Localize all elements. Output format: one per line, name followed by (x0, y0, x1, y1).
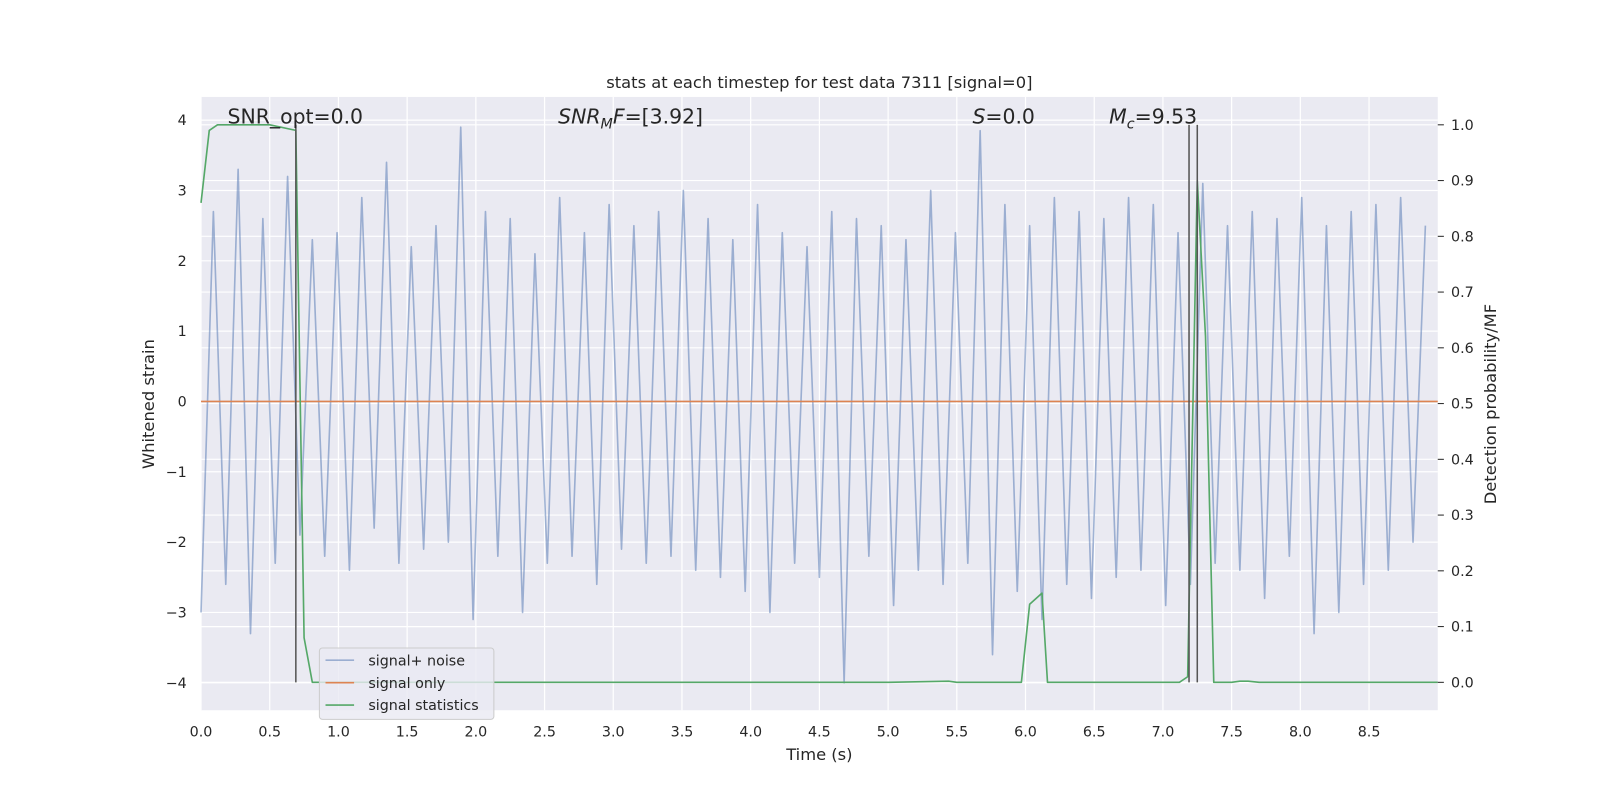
y-tick-label: 4 (178, 113, 187, 129)
x-tick-label: 7.5 (1220, 725, 1243, 741)
legend-box (318, 647, 495, 720)
annotation-part: S (972, 104, 985, 128)
y-tick-label: −4 (166, 676, 187, 692)
y2-tick-label: 1.0 (1451, 118, 1474, 134)
x-tick-label: 6.0 (1014, 725, 1037, 741)
x-tick-label: 0.0 (190, 725, 213, 741)
annotation-part: =0.0 (985, 104, 1035, 128)
series-line (200, 126, 1427, 684)
y-tick-label: −1 (166, 465, 187, 481)
y-tick-label: 0 (178, 395, 187, 411)
annotation-part: SNR (558, 104, 600, 128)
x-tick-label: 1.0 (327, 725, 350, 741)
x-tick-label: 5.0 (877, 725, 900, 741)
annotation: S=0.0 (972, 104, 1034, 128)
series-line (200, 124, 1438, 684)
annotation-part: F (613, 104, 625, 128)
x-tick-label: 3.5 (671, 725, 694, 741)
x-tick-label: 2.5 (533, 725, 556, 741)
y-tick-label: 3 (178, 184, 187, 200)
x-tick-label: 8.0 (1289, 725, 1312, 741)
annotation-part: SNR_opt=0.0 (228, 104, 364, 129)
y2-tick-label: 0.4 (1451, 452, 1474, 468)
y2-tick-label: 0.7 (1451, 285, 1474, 301)
x-tick-label: 0.5 (258, 725, 281, 741)
y2-tick-label: 0.3 (1451, 508, 1474, 524)
y2-tick-label: 0.8 (1451, 229, 1474, 245)
x-tick-label: 7.0 (1152, 725, 1175, 741)
y-tick-label: −2 (166, 535, 187, 551)
annotation-part: M (601, 117, 613, 133)
legend-label: signal only (368, 676, 445, 692)
x-tick-label: 3.0 (602, 725, 625, 741)
y2-tick-label: 0.6 (1451, 341, 1474, 357)
annotation-part: =[3.92] (625, 104, 703, 128)
y-tick-label: 1 (178, 324, 187, 340)
y2-tick-label: 0.2 (1451, 564, 1474, 580)
y2-tick-label: 0.9 (1451, 174, 1474, 190)
y2-tick-label: 0.5 (1451, 397, 1474, 413)
x-axis-label: Time (s) (785, 745, 852, 764)
legend-label: signal+ noise (368, 653, 465, 669)
x-tick-label: 4.0 (739, 725, 762, 741)
y2-axis-label: Detection probability/MF (1481, 304, 1500, 504)
x-tick-label: 4.5 (808, 725, 831, 741)
annotation-part: =9.53 (1135, 104, 1198, 128)
chart-title: stats at each timestep for test data 731… (606, 73, 1032, 92)
y2-tick-label: 0.1 (1451, 620, 1474, 636)
annotation-part: M (1109, 104, 1127, 128)
annotation-part: c (1127, 117, 1135, 133)
legend-label: signal statistics (368, 698, 478, 714)
x-tick-label: 1.5 (396, 725, 419, 741)
x-tick-label: 6.5 (1083, 725, 1106, 741)
y-axis-label: Whitened strain (139, 339, 158, 469)
y-tick-label: −3 (166, 606, 187, 622)
x-tick-label: 2.0 (465, 725, 488, 741)
x-tick-label: 5.5 (945, 725, 968, 741)
annotation: SNRMF=[3.92] (558, 104, 703, 132)
y2-tick-label: 0.0 (1451, 675, 1474, 691)
annotation: Mc=9.53 (1109, 104, 1197, 132)
annotation: SNR_opt=0.0 (228, 104, 364, 129)
y-tick-label: 2 (178, 254, 187, 270)
x-tick-label: 8.5 (1358, 725, 1381, 741)
